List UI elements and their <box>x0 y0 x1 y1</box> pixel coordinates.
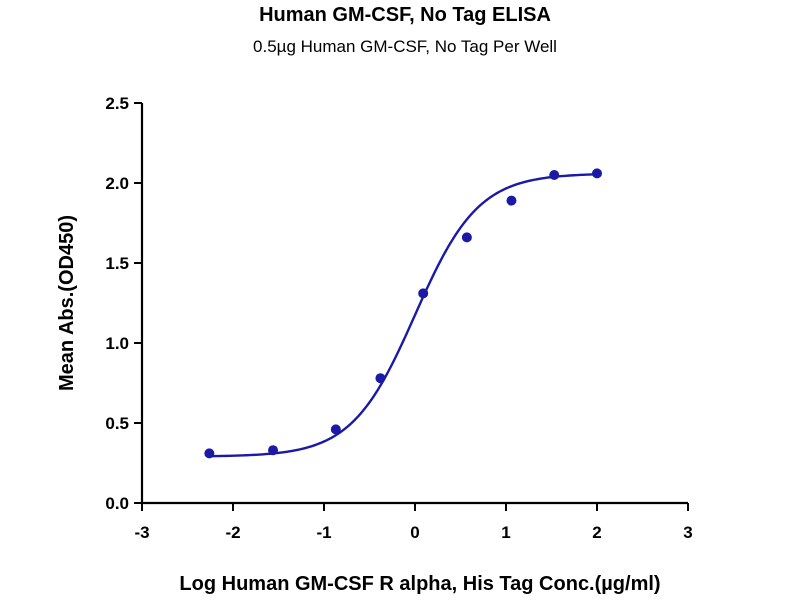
data-point <box>461 232 472 243</box>
data-point <box>268 445 279 456</box>
x-tick-label: 3 <box>683 523 692 542</box>
y-tick-label: 1.5 <box>105 254 129 273</box>
x-axis-label: Log Human GM-CSF R alpha, His Tag Conc.(… <box>179 573 660 595</box>
x-tick-label: 0 <box>410 523 419 542</box>
data-point <box>592 168 602 179</box>
x-tick-label: -2 <box>225 523 240 542</box>
x-tick-label: -3 <box>134 523 149 542</box>
y-tick-label: 0.5 <box>105 414 129 433</box>
chart-title: Human GM-CSF, No Tag ELISA <box>259 4 551 26</box>
data-points <box>204 168 602 459</box>
data-point <box>549 170 560 180</box>
y-tick-label: 0.0 <box>105 494 129 513</box>
data-point <box>506 195 517 206</box>
data-point <box>204 448 215 459</box>
axes: 0.0 0.5 1.0 1.5 2.0 2.5 -3 -2 -1 0 1 2 3 <box>105 94 692 542</box>
data-point <box>330 424 341 435</box>
y-axis-label: Mean Abs.(OD450) <box>56 215 78 391</box>
fit-curve <box>209 173 598 458</box>
y-tick-label: 1.0 <box>105 334 129 353</box>
chart-subtitle: 0.5µg Human GM-CSF, No Tag Per Well <box>253 37 557 56</box>
data-point <box>418 288 429 299</box>
x-tick-label: 2 <box>592 523 601 542</box>
x-tick-label: 1 <box>501 523 510 542</box>
y-tick-label: 2.5 <box>105 94 129 113</box>
y-tick-label: 2.0 <box>105 174 129 193</box>
x-tick-label: -1 <box>316 523 331 542</box>
data-point <box>375 373 386 384</box>
fit-curve-group <box>209 173 598 458</box>
